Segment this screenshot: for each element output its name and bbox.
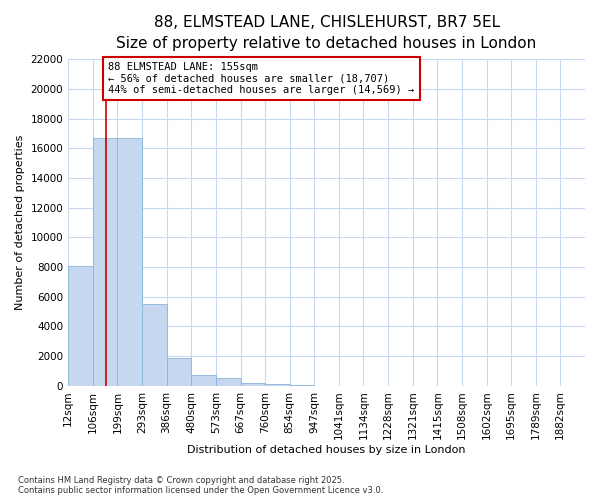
Y-axis label: Number of detached properties: Number of detached properties <box>15 135 25 310</box>
Bar <box>191 374 216 386</box>
Bar <box>167 358 191 386</box>
Bar <box>118 138 142 386</box>
Title: 88, ELMSTEAD LANE, CHISLEHURST, BR7 5EL
Size of property relative to detached ho: 88, ELMSTEAD LANE, CHISLEHURST, BR7 5EL … <box>116 15 537 51</box>
Bar <box>93 138 118 386</box>
Bar <box>265 384 290 386</box>
X-axis label: Distribution of detached houses by size in London: Distribution of detached houses by size … <box>187 445 466 455</box>
Bar <box>142 304 167 386</box>
Text: 88 ELMSTEAD LANE: 155sqm
← 56% of detached houses are smaller (18,707)
44% of se: 88 ELMSTEAD LANE: 155sqm ← 56% of detach… <box>109 62 415 96</box>
Bar <box>216 378 241 386</box>
Text: Contains HM Land Registry data © Crown copyright and database right 2025.
Contai: Contains HM Land Registry data © Crown c… <box>18 476 383 495</box>
Bar <box>290 385 314 386</box>
Bar <box>68 266 93 386</box>
Bar <box>241 383 265 386</box>
